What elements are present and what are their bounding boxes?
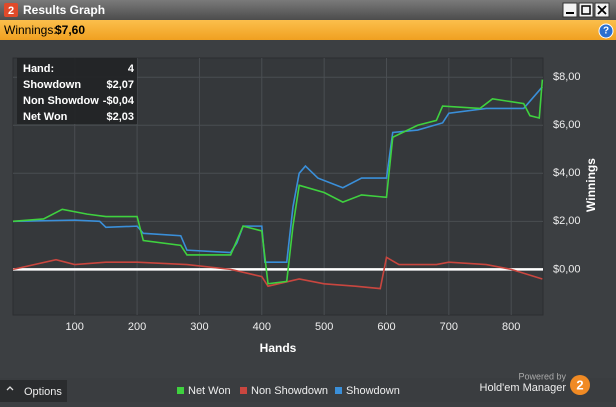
brand: Hold'em Manager [480, 382, 567, 394]
brand-logo-text: 2 [576, 377, 583, 392]
series-line [12, 256, 543, 290]
y-tick-label: $0,00 [553, 263, 581, 275]
y-tick-label: $8,00 [553, 71, 581, 83]
y-tick-label: $4,00 [553, 167, 581, 179]
x-tick-label: 700 [440, 321, 458, 333]
tooltip-rows: Hand: 4 Showdown $2,07 Non Showdow -$0,04 Net … [23, 63, 135, 123]
tooltip-value: -$0,04 [103, 95, 135, 107]
legend: Net Won Non Showdown Showdown [177, 385, 400, 397]
help-text: ? [603, 26, 609, 37]
x-tick-label: 200 [128, 321, 146, 333]
summary-label: Winnings: [4, 23, 57, 37]
x-tick-label: 500 [315, 321, 333, 333]
summary-value: $7,60 [55, 23, 85, 37]
tooltip-label: Net Won [23, 111, 68, 123]
options-button[interactable] [0, 380, 67, 402]
series-line [12, 79, 544, 285]
window-title: Results Graph [23, 3, 105, 17]
x-tick-label: 400 [253, 321, 271, 333]
tooltip-value: $2,07 [106, 79, 134, 91]
legend-swatch [335, 387, 342, 394]
window-buttons [562, 2, 610, 18]
x-tick-label: 300 [190, 321, 208, 333]
x-tick-label: 600 [377, 321, 395, 333]
tooltip [17, 58, 137, 124]
y-tick-label: $2,00 [553, 215, 581, 227]
minimize-button[interactable] [562, 2, 578, 18]
y-axis-title: Winnings [584, 158, 598, 212]
legend-label: Non Showdown [251, 385, 328, 397]
title-bar [0, 0, 616, 20]
close-icon [597, 5, 607, 15]
tooltip-label: Non Showdow [23, 95, 99, 107]
maximize-button[interactable] [578, 2, 594, 18]
maximize-icon [581, 5, 591, 15]
tooltip-label: Showdown [23, 79, 81, 91]
tooltip-value: 4 [128, 63, 135, 75]
y-tick-label: $6,00 [553, 119, 581, 131]
legend-label: Net Won [188, 385, 231, 397]
x-tick-label: 100 [66, 321, 84, 333]
tooltip-label: Hand: [23, 63, 54, 75]
app-icon [4, 3, 18, 17]
options-text: Options [24, 386, 62, 398]
x-tick-label: 800 [502, 321, 520, 333]
x-axis-title: Hands [260, 341, 297, 355]
options-caret [6, 386, 14, 391]
tooltip-value: $2,03 [106, 111, 134, 123]
help-button[interactable] [598, 23, 614, 39]
brand-logo [570, 375, 590, 395]
legend-swatch [240, 387, 247, 394]
summary-bar [0, 20, 616, 40]
legend-label: Showdown [346, 385, 400, 397]
app-icon-text: 2 [8, 5, 14, 17]
legend-swatch [177, 387, 184, 394]
powered-by: Powered by [518, 371, 566, 381]
footer [0, 378, 616, 402]
